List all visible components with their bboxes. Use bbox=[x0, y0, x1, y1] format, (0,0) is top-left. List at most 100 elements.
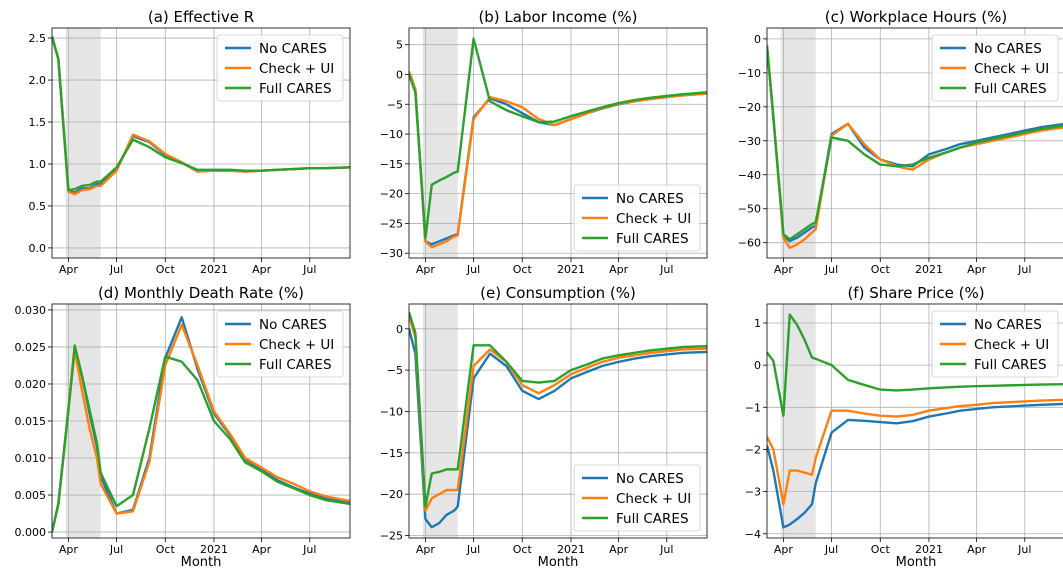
x-tick-label: 2021 bbox=[200, 263, 228, 276]
y-tick-label: −10 bbox=[380, 405, 403, 418]
x-tick-label: Oct bbox=[156, 543, 176, 556]
chart-panel-6: Apr Jul Oct 2021 Apr Jul 1 0 −1 −2 −3 −4 (f) Share P… bbox=[745, 284, 1063, 570]
x-tick-label: Apr bbox=[416, 543, 436, 556]
y-tick-label: −5 bbox=[387, 98, 403, 111]
x-tick-label: Jul bbox=[109, 543, 123, 556]
x-tick-label: Apr bbox=[609, 543, 629, 556]
x-tick-label: 2021 bbox=[557, 543, 585, 556]
y-tick-label: −40 bbox=[738, 169, 761, 182]
y-tick-label: 1.5 bbox=[29, 116, 47, 129]
axes-frame bbox=[51, 27, 351, 259]
x-tick-label: Apr bbox=[967, 543, 987, 556]
y-tick-label: 1.0 bbox=[29, 158, 47, 171]
legend-label-full-cares: Full CARES bbox=[259, 357, 332, 373]
legend-box bbox=[931, 34, 1059, 102]
series-line-no-cares bbox=[409, 328, 707, 529]
x-tick-label: Oct bbox=[513, 543, 533, 556]
y-tick-label: 0.0 bbox=[29, 242, 47, 255]
legend-label-full-cares: Full CARES bbox=[616, 231, 689, 247]
legend-label-full-cares: Full CARES bbox=[974, 81, 1047, 97]
y-tick-label: 2.5 bbox=[29, 32, 47, 45]
series-line-check-ui bbox=[409, 316, 707, 512]
series-line-check-ui bbox=[52, 323, 350, 533]
y-tick-label: −15 bbox=[380, 158, 403, 171]
y-tick-label: −20 bbox=[380, 488, 403, 501]
y-tick-label: −3 bbox=[745, 486, 761, 499]
chart-panel-2: Apr Jul Oct 2021 Apr Jul 5 0 −5 −10 −15 −20 −25 −30 (b… bbox=[380, 8, 708, 276]
axes-frame bbox=[408, 303, 708, 539]
y-tick-label: 0 bbox=[754, 359, 761, 372]
legend-box bbox=[573, 464, 701, 532]
legend-label-check-ui: Check + UI bbox=[974, 337, 1049, 353]
legend-label-no-cares: No CARES bbox=[616, 471, 684, 487]
legend-label-full-cares: Full CARES bbox=[616, 511, 689, 527]
x-tick-label: Apr bbox=[252, 263, 272, 276]
chart-panel-1: Apr Jul Oct 2021 Apr Jul 0.0 0.5 1.0 1.5 2.0 2.5 (a)… bbox=[29, 8, 351, 276]
legend: No CARES Check + UI Full CARES bbox=[573, 464, 701, 532]
x-tick-label: Jul bbox=[466, 543, 480, 556]
legend-label-full-cares: Full CARES bbox=[974, 357, 1047, 373]
y-tick-label: 0 bbox=[396, 68, 403, 81]
panel-title: (b) Labor Income (%) bbox=[478, 8, 637, 26]
series-line-full-cares bbox=[767, 313, 1063, 417]
y-tick-label: −30 bbox=[380, 247, 403, 260]
axes-frame bbox=[766, 303, 1063, 539]
y-tick-label: −50 bbox=[738, 203, 761, 216]
x-tick-label: Jul bbox=[1017, 263, 1031, 276]
panel-title: (a) Effective R bbox=[148, 8, 254, 26]
legend-label-check-ui: Check + UI bbox=[616, 211, 691, 227]
y-tick-label: 0.025 bbox=[15, 341, 47, 354]
x-axis-label: Month bbox=[538, 555, 579, 570]
y-tick-label: 0.010 bbox=[15, 452, 47, 465]
legend-box bbox=[931, 310, 1059, 378]
y-tick-label: 2.0 bbox=[29, 74, 47, 87]
axes-frame bbox=[51, 303, 351, 539]
y-tick-label: −4 bbox=[745, 528, 761, 541]
axes-frame bbox=[766, 27, 1063, 259]
shaded-period bbox=[780, 28, 816, 258]
x-axis-label: Month bbox=[181, 555, 222, 570]
legend: No CARES Check + UI Full CARES bbox=[931, 310, 1059, 378]
series-line-full-cares bbox=[409, 311, 707, 508]
y-tick-label: −60 bbox=[738, 237, 761, 250]
y-tick-label: −2 bbox=[745, 443, 761, 456]
x-tick-label: Apr bbox=[774, 543, 794, 556]
x-tick-label: Jul bbox=[659, 263, 673, 276]
series-line-full-cares bbox=[767, 45, 1063, 241]
x-tick-label: 2021 bbox=[915, 543, 943, 556]
shaded-period bbox=[780, 304, 816, 538]
x-tick-label: Apr bbox=[774, 263, 794, 276]
legend-label-check-ui: Check + UI bbox=[974, 61, 1049, 77]
y-tick-label: −1 bbox=[745, 401, 761, 414]
y-tick-label: 5 bbox=[396, 39, 403, 52]
legend-label-no-cares: No CARES bbox=[259, 41, 327, 57]
legend-label-check-ui: Check + UI bbox=[616, 491, 691, 507]
legend-box bbox=[216, 34, 344, 102]
y-tick-label: −20 bbox=[738, 101, 761, 114]
x-tick-label: Oct bbox=[871, 543, 891, 556]
x-tick-label: Jul bbox=[109, 263, 123, 276]
x-tick-label: Apr bbox=[59, 543, 79, 556]
y-tick-label: 0.020 bbox=[15, 378, 47, 391]
x-tick-label: Apr bbox=[59, 263, 79, 276]
series-line-check-ui bbox=[767, 398, 1063, 506]
legend: No CARES Check + UI Full CARES bbox=[573, 184, 701, 252]
y-tick-label: −10 bbox=[738, 67, 761, 80]
legend: No CARES Check + UI Full CARES bbox=[216, 34, 344, 102]
series-line-full-cares bbox=[409, 37, 707, 240]
y-tick-label: −25 bbox=[380, 217, 403, 230]
x-tick-label: Oct bbox=[513, 263, 533, 276]
x-tick-label: Jul bbox=[466, 263, 480, 276]
legend-label-no-cares: No CARES bbox=[974, 41, 1042, 57]
panel-title: (c) Workplace Hours (%) bbox=[825, 8, 1008, 26]
chart-panel-5: Apr Jul Oct 2021 Apr Jul 0 −5 −10 −15 −20 −25 (e) Co… bbox=[380, 284, 708, 570]
y-tick-label: −5 bbox=[387, 364, 403, 377]
x-tick-label: Oct bbox=[871, 263, 891, 276]
panel-title: (d) Monthly Death Rate (%) bbox=[98, 284, 304, 302]
legend-label-check-ui: Check + UI bbox=[259, 337, 334, 353]
x-tick-label: Jul bbox=[659, 543, 673, 556]
legend-label-no-cares: No CARES bbox=[259, 317, 327, 333]
legend-label-no-cares: No CARES bbox=[616, 191, 684, 207]
x-tick-label: Apr bbox=[416, 263, 436, 276]
